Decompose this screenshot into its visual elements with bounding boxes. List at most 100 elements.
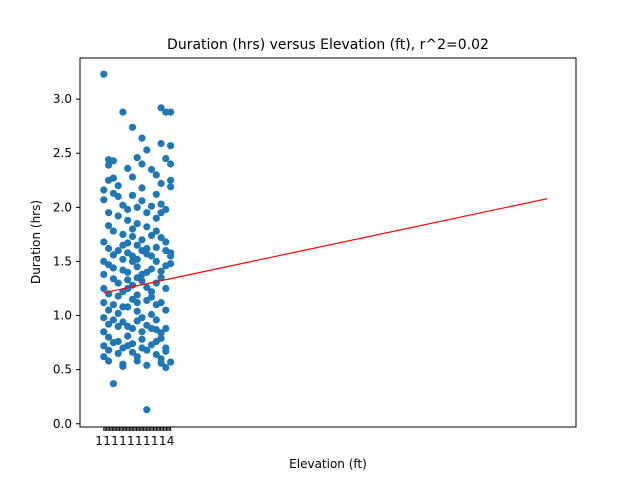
data-point [124,268,132,276]
data-point [100,238,108,246]
data-point [114,212,122,220]
x-tick-label: 4 [167,434,175,448]
data-point [128,225,137,233]
data-point [152,214,160,222]
data-point [138,134,146,142]
data-point [124,164,132,172]
data-point [152,171,160,179]
data-point [119,303,127,311]
data-point [143,209,151,217]
x-axis-label: Elevation (ft) [289,457,367,471]
data-point [128,123,137,131]
data-point [143,268,151,276]
data-point [133,154,141,162]
data-point [162,347,170,355]
data-point [105,244,113,253]
y-tick-label: 1.5 [53,254,72,268]
data-point [167,358,175,366]
data-point [157,274,165,282]
data-point [167,260,175,268]
data-point [105,333,113,341]
data-point [109,264,117,272]
data-point [114,309,122,317]
y-tick-label: 1.0 [53,309,72,323]
data-point [133,241,141,249]
x-tick-label: 1 [143,434,151,448]
data-point [100,353,108,361]
data-point [114,192,122,201]
data-point [133,291,141,299]
data-point [162,205,170,214]
data-point [152,243,160,251]
data-point [138,328,146,336]
data-point [100,328,108,336]
data-point [162,324,170,333]
data-point [143,223,151,231]
data-point [157,234,165,242]
data-point [147,252,156,260]
data-point [105,320,113,328]
data-point [109,227,117,235]
x-tick-label: 1 [159,434,167,448]
data-point [100,270,108,278]
data-point [162,284,170,293]
data-point [157,104,165,112]
y-axis-label: Duration (hrs) [29,200,43,284]
data-point [128,348,137,356]
x-tick-label: 1 [111,434,119,448]
data-point [114,322,122,330]
data-point [124,216,132,224]
data-point [109,275,117,283]
data-point [167,142,175,150]
data-point [105,306,113,314]
data-point [119,362,127,370]
plot-frame [79,57,577,428]
data-point [114,349,122,357]
data-point [147,231,156,240]
data-point [162,306,170,314]
chart-title: Duration (hrs) versus Elevation (ft), r^… [167,37,489,53]
data-point [162,238,170,246]
data-point [157,179,165,188]
y-tick-label: 0.0 [53,417,72,431]
data-point [162,363,170,372]
data-point [133,203,141,211]
data-point [119,201,127,209]
data-point [119,230,127,238]
data-point [128,191,137,199]
y-tick-label: 2.5 [53,146,72,160]
data-point [147,310,156,319]
data-point [162,247,170,255]
data-point [152,316,160,324]
data-point [109,251,117,259]
data-point [105,222,113,230]
data-point [138,236,146,244]
data-point [157,200,165,208]
data-point [138,247,146,255]
data-point [133,307,141,315]
data-point [114,182,122,190]
data-point [124,322,132,330]
data-point [100,342,108,350]
data-point [167,108,175,116]
data-point [100,196,108,204]
data-point [105,346,113,354]
data-point [138,160,146,168]
data-point [167,183,175,191]
data-point [100,314,108,322]
data-point [143,406,151,414]
data-point [143,146,151,154]
y-tick-label: 3.0 [53,92,72,106]
data-point [152,227,160,235]
data-point [162,155,170,163]
data-point [109,380,117,388]
data-point [109,339,117,347]
data-point [167,176,175,184]
data-point [133,220,141,228]
data-point [152,257,160,265]
data-point [124,276,132,284]
data-point [157,329,165,337]
